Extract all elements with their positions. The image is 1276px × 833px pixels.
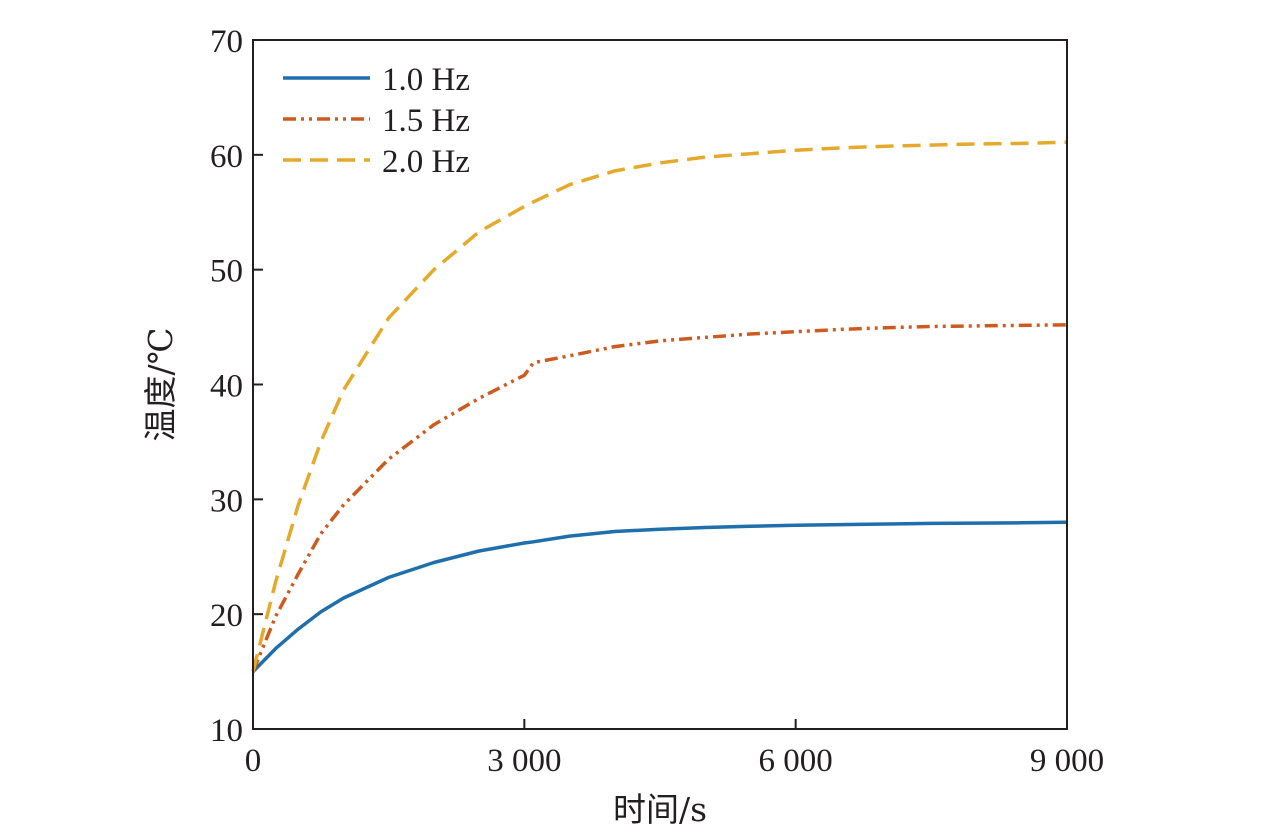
x-axis-title: 时间/s [613,790,707,829]
series-line-1 [251,520,1068,673]
y-tick-label: 10 [210,713,243,749]
x-tick-label: 3 000 [487,743,561,779]
y-axis-title: 温度/℃ [141,327,180,441]
x-tick-label: 0 [245,743,262,779]
y-tick-label: 70 [210,24,243,60]
axis-tick-labels: 0 3 000 6 000 9 000 10 20 30 40 50 60 70 [210,24,1104,779]
x-tick-label: 6 000 [759,743,833,779]
legend: 1.0 Hz 1.5 Hz 2.0 Hz [283,62,470,180]
axis-ticks [253,153,797,729]
series-line-3 [251,140,1068,673]
legend-label: 1.0 Hz [382,62,470,98]
series-lines [251,140,1068,673]
series-line-2 [251,323,1068,673]
y-tick-label: 60 [210,139,243,175]
y-tick-label: 50 [210,254,243,290]
x-tick-label: 9 000 [1030,743,1104,779]
legend-label: 1.5 Hz [382,103,470,139]
y-tick-label: 20 [210,598,243,634]
y-tick-label: 40 [210,369,243,405]
y-tick-label: 30 [210,483,243,519]
legend-label: 2.0 Hz [382,144,470,180]
